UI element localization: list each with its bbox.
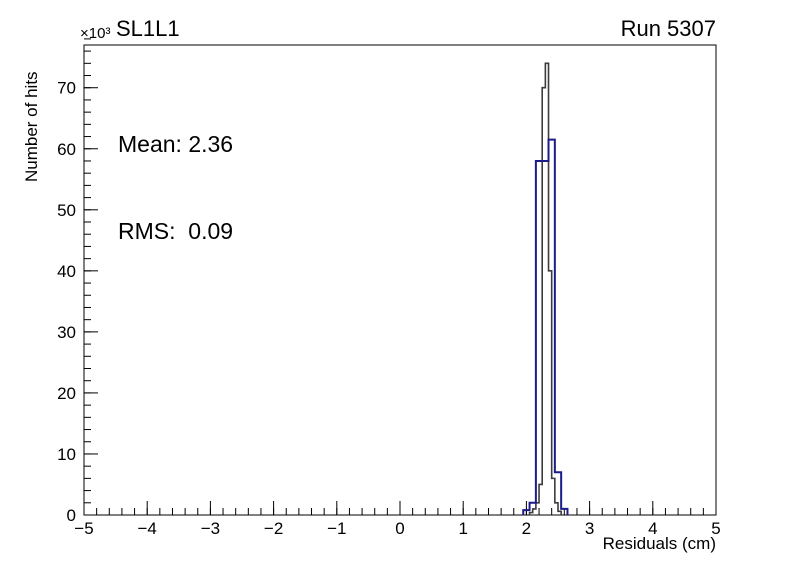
x-axis-tick-label: 0 (395, 519, 404, 538)
x-axis-tick-label: 2 (522, 519, 531, 538)
x-axis-tick-label: −3 (201, 519, 220, 538)
histogram-series-all-hits-step (528, 62, 562, 515)
y-axis-tick-label: 10 (57, 445, 76, 464)
y-axis-tick-label: 70 (57, 79, 76, 98)
x-axis-tick-label: 4 (648, 519, 657, 538)
x-axis-tick-label: 5 (711, 519, 720, 538)
y-axis-title: Number of hits (22, 71, 41, 182)
x-axis-tick-label: 1 (458, 519, 467, 538)
y-axis-tick-label: 50 (57, 201, 76, 220)
plot-title: SL1L1 (116, 16, 180, 41)
x-axis-tick-label: 3 (585, 519, 594, 538)
x-axis-tick-label: −4 (138, 519, 157, 538)
stats-box: Mean: 2.36 RMS: 0.09 (118, 72, 233, 304)
run-label: Run 5307 (620, 16, 716, 41)
x-axis-tick-label: −5 (74, 519, 93, 538)
y-axis-tick-label: 30 (57, 323, 76, 342)
y-axis-tick-label: 20 (57, 384, 76, 403)
x-axis-tick-label: −1 (327, 519, 346, 538)
stats-mean-line: Mean: 2.36 (118, 131, 234, 157)
histogram-series-selected-hits-step (522, 138, 569, 515)
y-axis-tick-label: 0 (67, 506, 76, 525)
stats-rms-line: RMS: 0.09 (118, 218, 234, 244)
x-axis-tick-label: −2 (264, 519, 283, 538)
y-axis-tick-label: 60 (57, 140, 76, 159)
x-axis-title: Residuals (cm) (602, 534, 716, 553)
y-axis-tick-label: 40 (57, 262, 76, 281)
y-axis-multiplier: ×10³ (80, 25, 111, 42)
